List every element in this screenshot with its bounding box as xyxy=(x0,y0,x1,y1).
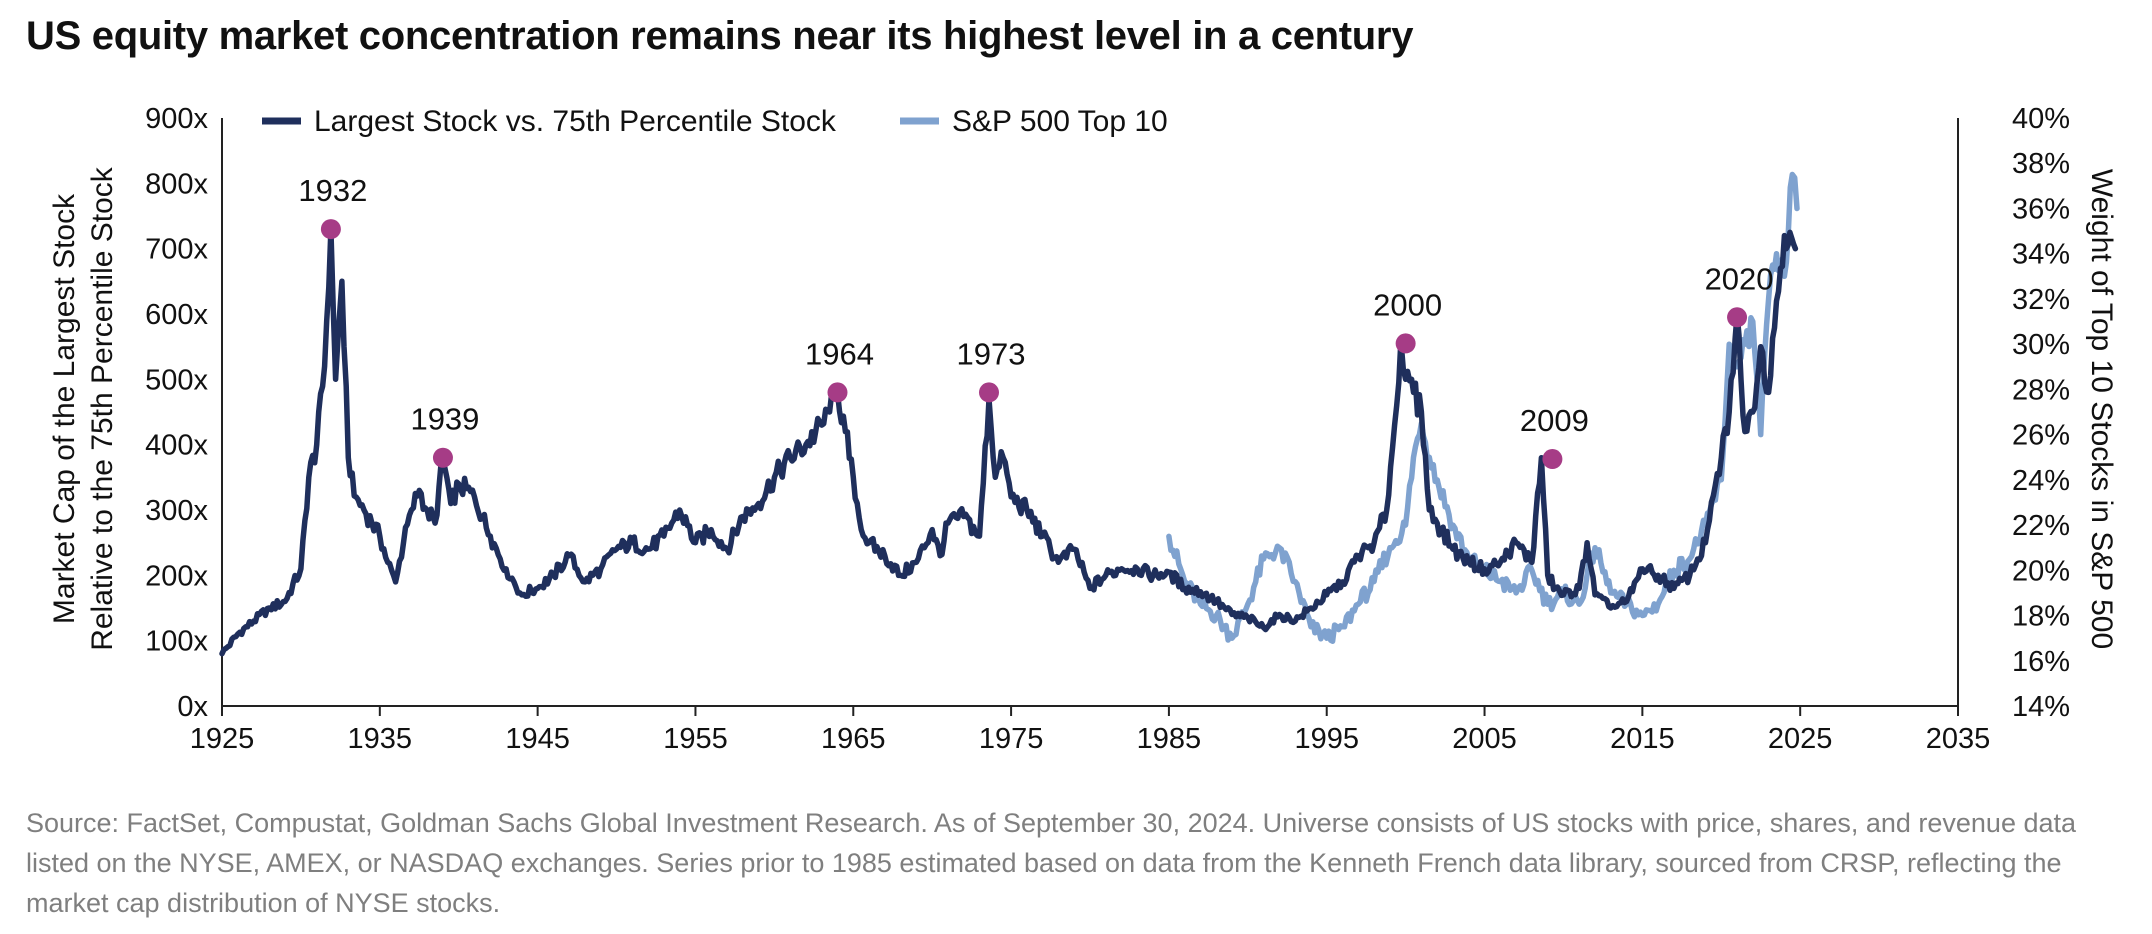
chart-title: US equity market concentration remains n… xyxy=(26,14,1414,58)
x-tick-label: 1935 xyxy=(348,723,413,755)
y-tick-right-label: 14% xyxy=(2012,691,2070,723)
x-tick-label: 1955 xyxy=(663,723,728,755)
y-tick-left-label: 900x xyxy=(145,103,208,135)
y-tick-right-label: 16% xyxy=(2012,646,2070,678)
axes: 1925 1935 1945 1955 1965 1975 1985 1995 2005 2015… xyxy=(145,103,2070,755)
x-tick-label: 1975 xyxy=(979,723,1044,755)
y-tick-right-label: 20% xyxy=(2012,555,2070,587)
y-tick-right-label: 34% xyxy=(2012,239,2070,271)
y-tick-right-label: 22% xyxy=(2012,510,2070,542)
y-tick-left-label: 0x xyxy=(177,691,208,723)
peak-label-2020: 2020 xyxy=(1705,261,1774,296)
x-tick-label: 1985 xyxy=(1137,723,1202,755)
series-layer xyxy=(219,171,1800,657)
y-tick-right-label: 28% xyxy=(2012,374,2070,406)
x-tick-label: 2025 xyxy=(1768,723,1833,755)
x-tick-label: 2015 xyxy=(1610,723,1675,755)
peak-label-1932: 1932 xyxy=(298,173,367,208)
peak-marker-1973 xyxy=(978,382,999,403)
peak-marker-2009 xyxy=(1542,449,1563,470)
peak-marker-1939 xyxy=(432,447,453,468)
legend: Largest Stock vs. 75th Percentile Stock … xyxy=(262,105,1168,138)
peak-marker-1932 xyxy=(320,219,341,240)
y-tick-right-label: 32% xyxy=(2012,284,2070,316)
y-axis-right-title: Weight of Top 10 Stocks in S&P 500 xyxy=(2085,169,2118,649)
peak-marker-2000 xyxy=(1395,333,1416,354)
y-tick-left-label: 400x xyxy=(145,430,208,462)
y-axis-left-title-line-2: Relative to the 75th Percentile Stock xyxy=(86,166,119,651)
y-tick-left-label: 500x xyxy=(145,364,208,396)
y-tick-right-label: 36% xyxy=(2012,193,2070,225)
y-tick-right-label: 24% xyxy=(2012,465,2070,497)
series-line-largest-vs-75th xyxy=(219,226,1799,657)
legend-label-largest: Largest Stock vs. 75th Percentile Stock xyxy=(314,105,837,138)
y-tick-right-label: 40% xyxy=(2012,103,2070,135)
y-tick-right-label: 26% xyxy=(2012,420,2070,452)
x-tick-label: 2005 xyxy=(1452,723,1517,755)
x-tick-label: 1965 xyxy=(821,723,886,755)
y-tick-left-label: 300x xyxy=(145,495,208,527)
y-tick-right-label: 30% xyxy=(2012,329,2070,361)
peak-label-2009: 2009 xyxy=(1520,403,1589,438)
x-tick-label: 1945 xyxy=(505,723,570,755)
peak-label-1973: 1973 xyxy=(957,336,1026,371)
y-axis-left-title-line-1: Market Cap of the Largest Stock xyxy=(48,193,81,624)
y-tick-right-label: 18% xyxy=(2012,601,2070,633)
y-tick-left-label: 800x xyxy=(145,168,208,200)
y-tick-left-label: 600x xyxy=(145,299,208,331)
peak-marker-2020 xyxy=(1727,307,1748,328)
source-note: Source: FactSet, Compustat, Goldman Sach… xyxy=(26,808,2077,918)
x-tick-label: 1925 xyxy=(190,723,255,755)
y-tick-left-label: 100x xyxy=(145,626,208,658)
x-tick-label: 2035 xyxy=(1926,723,1991,755)
peak-label-1939: 1939 xyxy=(410,402,479,437)
y-tick-right-label: 38% xyxy=(2012,148,2070,180)
peaks-layer: 1932 1939 1964 1973 2000 2009 2020 xyxy=(298,173,1774,470)
y-tick-left-label: 700x xyxy=(145,234,208,266)
legend-label-sp500-top10: S&P 500 Top 10 xyxy=(952,105,1168,138)
peak-marker-1964 xyxy=(827,382,848,403)
peak-label-1964: 1964 xyxy=(805,336,874,371)
x-tick-label: 1995 xyxy=(1294,723,1359,755)
peak-label-2000: 2000 xyxy=(1373,287,1442,322)
y-tick-left-label: 200x xyxy=(145,560,208,592)
